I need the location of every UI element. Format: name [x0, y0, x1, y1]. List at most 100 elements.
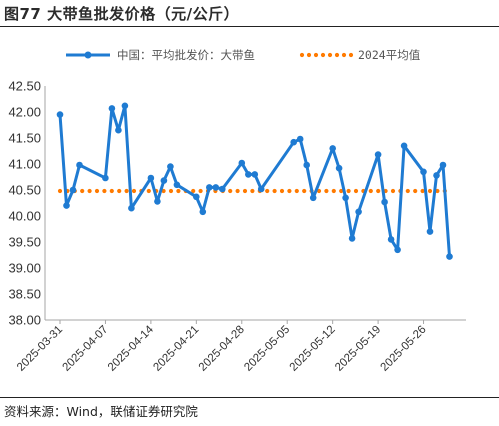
x-tick-label: 2025-04-07	[60, 324, 110, 374]
avg-line-dot	[198, 188, 203, 194]
series-point	[102, 174, 109, 182]
avg-line-dot	[413, 188, 418, 194]
series-point	[348, 235, 356, 242]
avg-line-dot	[57, 188, 63, 194]
avg-line-dot	[287, 188, 292, 194]
series-point	[160, 177, 168, 184]
avg-line-dot	[376, 188, 381, 194]
avg-line-dot	[168, 188, 174, 194]
series-point	[238, 159, 246, 167]
series-point	[128, 204, 135, 212]
series-point	[212, 184, 220, 191]
avg-line-dot	[161, 188, 166, 194]
legend-avg-dot	[327, 52, 333, 58]
avg-line-dot	[94, 188, 100, 194]
series-point	[433, 172, 440, 179]
avg-line-dot	[80, 188, 85, 194]
avg-line-dot	[339, 188, 344, 194]
series-point	[329, 145, 337, 152]
legend-avg-dot	[341, 52, 347, 58]
y-tick-labels: 42.50 42.00 41.50 41.00 40.50 40.00 39.50 39.00…	[8, 79, 41, 328]
series-point	[381, 198, 388, 206]
y-tick-label: 41.50	[8, 131, 41, 146]
avg-line-dot	[302, 188, 307, 194]
legend-avg-dot	[320, 52, 326, 58]
legend-avg-label: 2024平均值	[358, 48, 421, 62]
series-point	[251, 171, 259, 178]
avg-line-dot	[316, 188, 322, 194]
legend-avg-swatch	[299, 52, 354, 58]
series-point	[173, 181, 181, 189]
series-point	[69, 186, 77, 194]
x-tick-label: 2025-04-28	[197, 324, 247, 374]
avg-line-dot	[102, 188, 107, 194]
x-tick-label: 2025-05-12	[288, 324, 338, 374]
series-point	[121, 102, 129, 110]
avg-line-dot	[405, 188, 410, 194]
x-tick-label: 2025-05-26	[379, 324, 429, 374]
legend-series-marker	[84, 51, 92, 59]
title-underline	[0, 26, 499, 27]
y-tick-label: 42.50	[8, 79, 41, 94]
avg-line-dot	[279, 188, 285, 194]
avg-line-dot	[324, 188, 329, 194]
avg-line-dot	[124, 188, 129, 194]
avg-line-dot	[131, 188, 137, 194]
x-tick-label: 2025-05-19	[333, 324, 383, 374]
series-point	[439, 161, 447, 169]
y-tick-label: 41.00	[8, 157, 41, 172]
x-tick-label: 2025-05-05	[242, 324, 292, 374]
y-tick-label: 38.00	[8, 313, 41, 328]
y-tick-label: 39.50	[8, 235, 41, 250]
legend-avg-dot	[313, 52, 319, 58]
avg-line-dot	[235, 188, 240, 194]
x-tick-labels: 2025-03-312025-04-072025-04-142025-04-21…	[15, 320, 429, 374]
avg-line-dot	[420, 188, 425, 194]
legend-avg-dot	[334, 52, 340, 58]
avg-line-dot	[435, 188, 440, 194]
source-rule	[0, 397, 499, 398]
series-point	[400, 142, 408, 150]
series-point	[426, 228, 434, 235]
series-point	[303, 161, 311, 169]
series-point	[394, 246, 401, 254]
series-point	[147, 174, 155, 182]
avg-line-dot	[228, 188, 233, 194]
avg-line-dot	[272, 188, 277, 194]
series-point	[115, 126, 122, 134]
series-point	[63, 202, 70, 209]
series-point	[154, 198, 161, 205]
series-point	[56, 111, 64, 118]
avg-line-dot	[294, 188, 299, 194]
series-point	[245, 171, 252, 178]
x-tick-label: 2025-04-14	[106, 323, 157, 374]
avg-line-dot	[117, 188, 122, 194]
avg-line-dot	[265, 188, 270, 194]
avg-line-dot	[87, 188, 92, 194]
avg-line-dot	[109, 188, 114, 194]
legend: 中国：平均批发价：大带鱼 2024平均值	[66, 48, 421, 62]
avg-line-dot	[146, 188, 151, 194]
y-tick-label: 38.50	[8, 287, 41, 302]
series-point	[167, 163, 174, 170]
y-tick-label: 39.00	[8, 261, 41, 276]
series-point	[199, 208, 207, 216]
series-point	[206, 184, 213, 191]
series-point	[335, 164, 343, 172]
legend-avg-dot	[299, 52, 305, 58]
series-point	[257, 185, 265, 193]
avg-line	[57, 188, 447, 194]
series-point	[355, 208, 362, 216]
x-tick-label: 2025-04-21	[151, 324, 201, 374]
avg-line-dot	[353, 188, 359, 194]
series-point	[290, 138, 298, 146]
source-note: 资料来源：Wind，联储证券研究院	[4, 404, 198, 419]
series-point	[342, 194, 349, 202]
legend-avg-dot	[306, 52, 312, 58]
y-tick-label: 40.00	[8, 209, 41, 224]
y-tick-label: 40.50	[8, 183, 41, 198]
series-point	[219, 185, 226, 193]
price-series	[56, 102, 453, 260]
avg-line-dot	[191, 188, 196, 194]
